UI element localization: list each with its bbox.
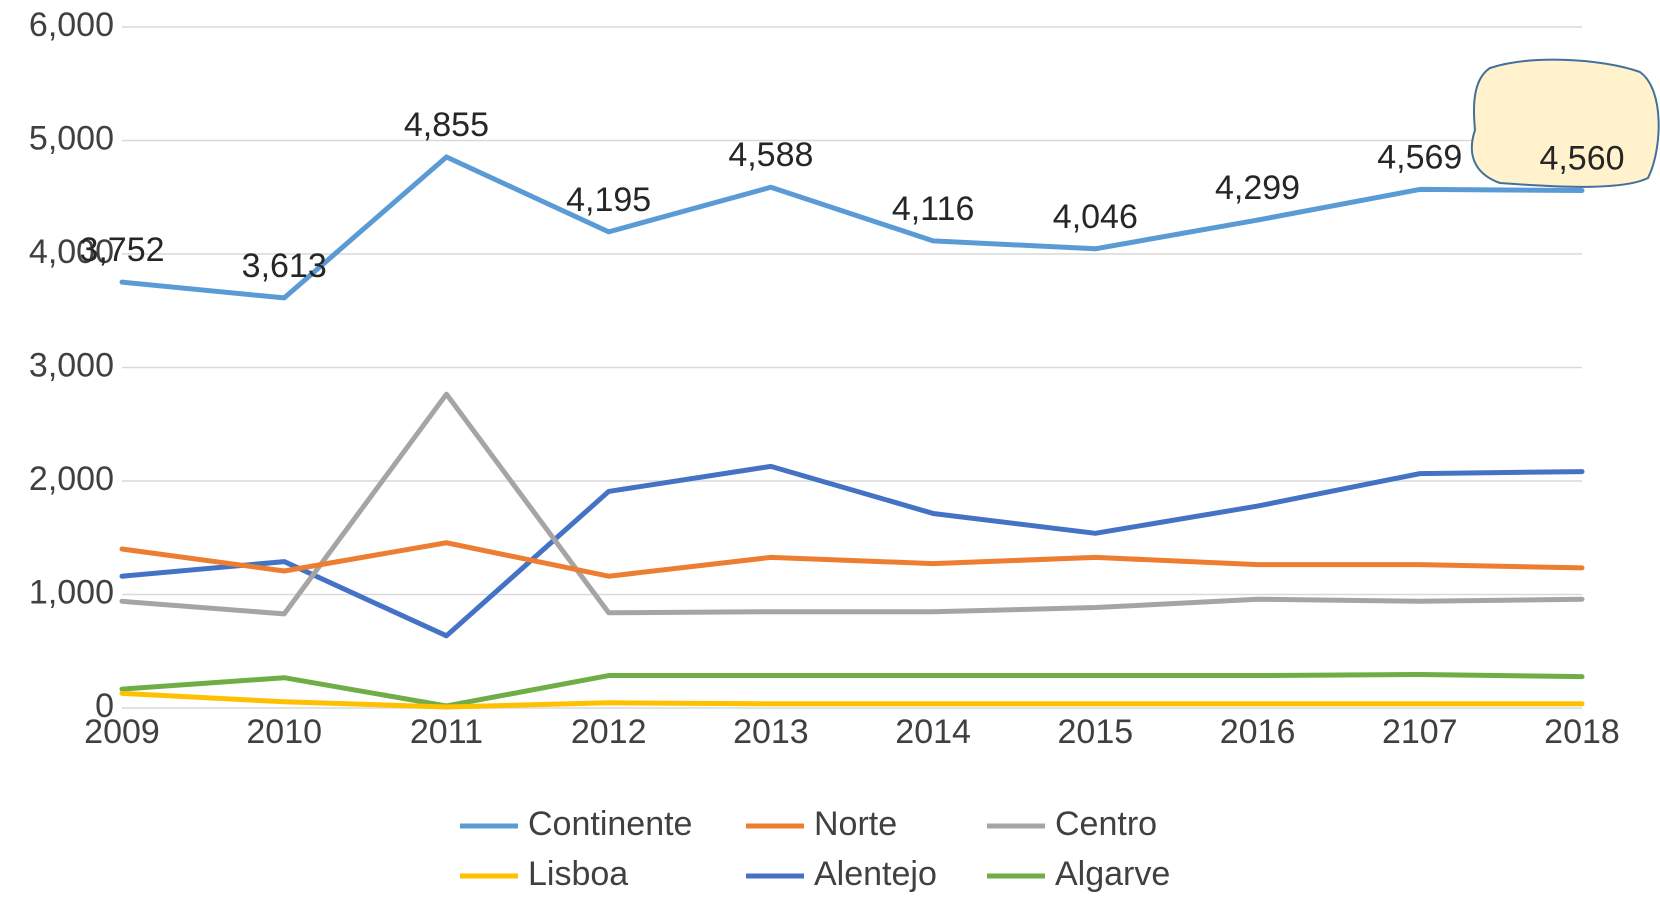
series-line — [119, 690, 1585, 710]
y-tick-label: 6,000 — [29, 6, 114, 44]
series-line — [119, 540, 1585, 579]
data-label: 4,560 — [1539, 139, 1624, 177]
x-tick-label: 2012 — [571, 713, 647, 751]
series-line — [119, 672, 1585, 709]
y-tick-label: 4,000 — [29, 233, 114, 271]
x-tick-label: 2010 — [246, 713, 322, 751]
y-tick-label: 0 — [95, 687, 114, 725]
y-tick-label: 1,000 — [29, 573, 114, 611]
legend-label: Norte — [814, 805, 897, 843]
series-line — [119, 154, 1585, 301]
y-tick-label: 3,000 — [29, 346, 114, 384]
data-label: 4,569 — [1377, 138, 1462, 176]
data-label: 3,613 — [242, 247, 327, 285]
x-tick-label: 2014 — [895, 713, 971, 751]
x-tick-label: 2009 — [84, 713, 160, 751]
x-tick-label: 2018 — [1544, 713, 1620, 751]
data-label: 3,752 — [79, 231, 164, 269]
x-tick-label: 2015 — [1058, 713, 1134, 751]
data-label: 4,855 — [404, 106, 489, 144]
y-tick-label: 5,000 — [29, 119, 114, 157]
y-tick-label: 2,000 — [29, 460, 114, 498]
legend-label: Centro — [1055, 805, 1157, 843]
highlight-circle — [1470, 58, 1660, 188]
x-tick-label: 2016 — [1220, 713, 1296, 751]
data-label: 4,046 — [1053, 198, 1138, 236]
legend-label: Alentejo — [814, 855, 937, 893]
legend-label: Continente — [528, 805, 692, 843]
x-tick-label: 2011 — [410, 713, 483, 751]
x-tick-label: 2013 — [733, 713, 809, 751]
legend-label: Algarve — [1055, 855, 1170, 893]
data-label: 4,116 — [892, 190, 975, 228]
data-label: 4,195 — [566, 181, 651, 219]
x-tick-label: 2107 — [1382, 713, 1458, 751]
grid — [122, 26, 1582, 709]
data-label: 4,299 — [1215, 169, 1300, 207]
data-label: 4,588 — [728, 136, 813, 174]
series-line — [119, 391, 1585, 617]
series-line — [119, 463, 1585, 639]
legend-label: Lisboa — [528, 855, 628, 893]
